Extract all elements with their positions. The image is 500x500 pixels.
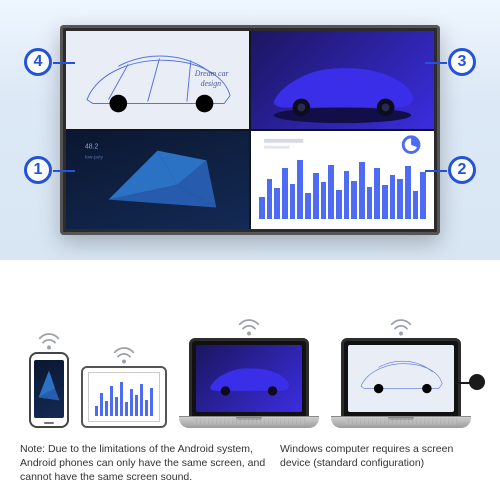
devices-area: Note: Due to the limitations of the Andr… [0, 260, 500, 500]
hero-top-area: Dream car design [0, 0, 500, 260]
callout-4: 4 [24, 48, 52, 76]
wifi-icon [388, 316, 414, 338]
wifi-icon [36, 330, 62, 352]
quadrant-1-lowpoly: 48.2 low-poly [66, 131, 249, 229]
phone-screen [34, 360, 64, 418]
captions-row: Note: Due to the limitations of the Andr… [20, 442, 480, 485]
wifi-icon [236, 316, 262, 338]
svg-text:48.2: 48.2 [85, 144, 99, 151]
callout-3: 3 [448, 48, 476, 76]
tv-display: Dream car design [60, 25, 440, 235]
callout-2: 2 [448, 156, 476, 184]
caption-windows-note: Windows computer requires a screen devic… [280, 442, 480, 485]
purple-car-svg [251, 31, 434, 129]
device-laptop-right [331, 338, 471, 428]
caption-android-note: Note: Due to the limitations of the Andr… [20, 442, 270, 485]
device-laptop-left [179, 338, 319, 428]
wireframe-label-line1: Dream car [194, 69, 230, 78]
screen-dongle-icon [455, 372, 485, 392]
wifi-icon [111, 344, 137, 366]
device-phone [29, 352, 69, 428]
svg-text:low-poly: low-poly [85, 154, 103, 160]
laptop-left-screen [196, 345, 302, 412]
callout-1: 1 [24, 156, 52, 184]
device-tablet [81, 366, 167, 428]
wireframe-label-line2: design [201, 79, 222, 88]
quadrant-4-script-label: Dream car design [66, 31, 249, 129]
tv-screen-grid: Dream car design [66, 31, 434, 229]
quadrant-3-photo-car [251, 31, 434, 129]
lowpoly-svg: 48.2 low-poly [66, 131, 249, 229]
devices-row [20, 278, 480, 428]
quadrant-2-bar-chart [251, 131, 434, 229]
bar-chart-header [251, 131, 434, 229]
quadrant-4-wireframe-car: Dream car design [66, 31, 249, 129]
laptop-right-screen [348, 345, 454, 412]
tablet-screen [88, 372, 160, 422]
